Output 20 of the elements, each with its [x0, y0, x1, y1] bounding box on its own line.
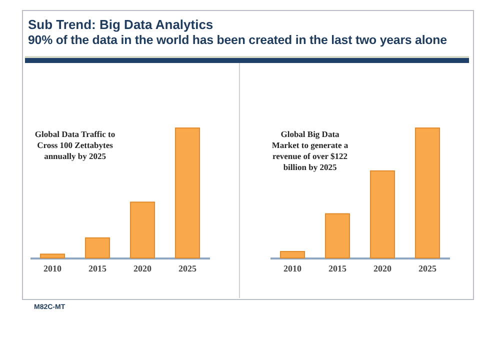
bar [85, 237, 110, 258]
bar [130, 202, 155, 258]
x-tick-label: 2025 [178, 264, 197, 274]
x-tick-label: 2020 [134, 264, 152, 274]
x-tick-label: 2020 [374, 264, 392, 274]
x-tick-label: 2015 [328, 264, 347, 274]
bar [40, 254, 65, 258]
bar [175, 128, 200, 258]
x-tick-label: 2010 [44, 264, 62, 274]
bar [280, 251, 305, 258]
bar [325, 213, 350, 258]
text: Global Data Traffic to Cross 100 Zettabytes annually by 2025 [34, 129, 116, 161]
x-tick-label: 2015 [88, 264, 107, 274]
x-tick-label: 2010 [284, 264, 302, 274]
bar [370, 170, 395, 258]
text: 90% of the data in the world has been created in the last two years alone [28, 33, 447, 47]
x-tick-label: 2025 [418, 264, 437, 274]
text: Global Big Data Market to generate a revenue of over $122 billion by 2025 [272, 129, 349, 172]
bar [415, 128, 440, 258]
text: Sub Trend: Big Data Analytics [28, 17, 214, 32]
